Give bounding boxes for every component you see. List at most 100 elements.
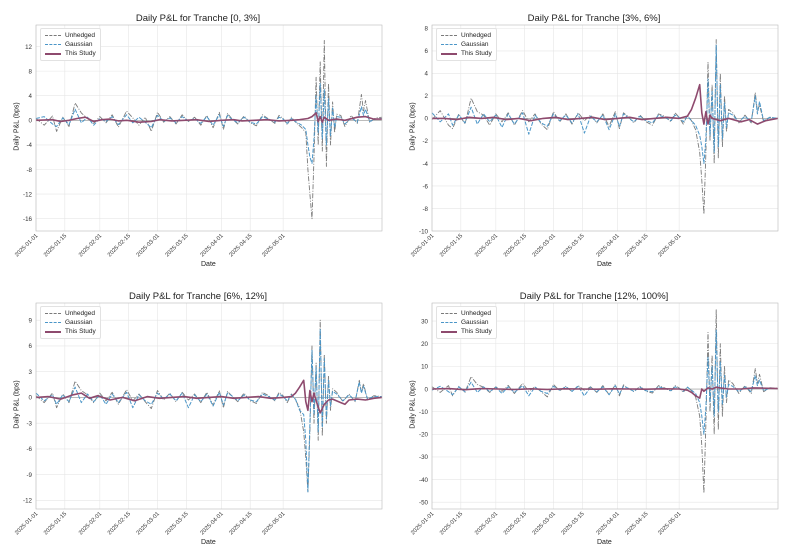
legend-item-unhedged: Unhedged xyxy=(45,31,96,40)
x-axis-label: Date xyxy=(201,539,216,546)
legend-swatch xyxy=(45,44,61,45)
y-tick-label: -50 xyxy=(419,500,429,507)
chart-title: Daily P&L for Tranche [12%, 100%] xyxy=(519,291,669,302)
x-tick-label: 2025-01-01 xyxy=(14,233,39,258)
legend-swatch xyxy=(45,52,61,55)
x-tick-label: 2025-04-15 xyxy=(228,233,253,258)
legend-swatch xyxy=(45,322,61,323)
y-tick-label: 30 xyxy=(421,318,428,325)
chart-panel-4: Daily P&L for Tranche [12%, 100%] -50 -40 -… xyxy=(396,278,792,556)
series-line-this-study xyxy=(432,83,779,125)
y-tick-label: 0 xyxy=(425,386,429,393)
y-tick-label: 6 xyxy=(425,48,429,55)
y-tick-label: 2 xyxy=(425,93,429,100)
legend-swatch xyxy=(45,330,61,333)
y-axis-label: Daily P&L (bps) xyxy=(13,102,21,151)
legend-label: Unhedged xyxy=(65,32,95,39)
legend-label: This Study xyxy=(461,328,492,335)
y-tick-label: -30 xyxy=(419,454,429,461)
x-tick-label: 2025-01-01 xyxy=(410,511,435,536)
x-tick-label: 2025-02-01 xyxy=(474,233,499,258)
y-tick-label: 0 xyxy=(29,395,33,402)
series-line-this-study xyxy=(35,379,383,414)
chart-panel-1: Daily P&L for Tranche [0, 3%] -16 -12 -8 -4 0… xyxy=(0,0,396,278)
y-tick-label: 20 xyxy=(421,341,428,348)
chart-panel-2: Daily P&L for Tranche [3%, 6%] -10 -8 -6 -4-… xyxy=(396,0,792,278)
legend-swatch xyxy=(45,313,61,314)
legend-item-unhedged: Unhedged xyxy=(45,309,96,318)
x-tick-label: 2025-02-15 xyxy=(107,511,132,536)
series-line-gaussian xyxy=(431,44,779,164)
legend-label: Gaussian xyxy=(461,319,489,326)
y-axis-label: Daily P&L (bps) xyxy=(13,380,21,429)
x-tick-label: 2025-01-15 xyxy=(43,511,68,536)
x-tick-label: 2025-05-01 xyxy=(657,233,682,258)
chart-panel-3: Daily P&L for Tranche [6%, 12%] -12 -9 -6 -3… xyxy=(0,278,396,556)
legend-item-study: This Study xyxy=(441,49,492,58)
y-tick-label: 6 xyxy=(29,343,33,350)
x-tick-label: 2025-02-15 xyxy=(503,233,528,258)
x-tick-label: 2025-01-01 xyxy=(14,511,39,536)
x-tick-label: 2025-05-01 xyxy=(261,511,286,536)
x-tick-label: 2025-02-01 xyxy=(78,511,103,536)
chart-title: Daily P&L for Tranche [0, 3%] xyxy=(135,13,261,24)
legend-label: Gaussian xyxy=(65,319,93,326)
legend-item-gaussian: Gaussian xyxy=(45,318,96,327)
legend-item-study: This Study xyxy=(45,49,96,58)
legend-label: This Study xyxy=(65,50,96,57)
y-tick-label: -10 xyxy=(419,409,429,416)
x-tick-label: 2025-01-01 xyxy=(410,233,435,258)
y-tick-label: -9 xyxy=(26,472,32,479)
x-axis-label: Date xyxy=(201,261,216,268)
legend-item-unhedged: Unhedged xyxy=(441,31,492,40)
chart-title: Daily P&L for Tranche [3%, 6%] xyxy=(527,13,661,24)
y-tick-label: -8 xyxy=(26,167,32,174)
legend-item-study: This Study xyxy=(45,327,96,336)
chart-plot-area: -12 -9 -6 -3 0 3 6 9 2025-01-01 2025-01-15 2025-02… xyxy=(14,302,383,536)
legend-label: Unhedged xyxy=(461,32,491,39)
legend-label: Unhedged xyxy=(461,310,491,317)
y-tick-label: 10 xyxy=(421,364,428,371)
y-tick-label: 9 xyxy=(29,317,33,324)
y-tick-label: -10 xyxy=(419,228,429,235)
x-tick-label: 2025-04-01 xyxy=(200,233,225,258)
legend-label: This Study xyxy=(461,50,492,57)
y-tick-label: 8 xyxy=(29,68,33,75)
x-tick-label: 2025-03-01 xyxy=(532,233,557,258)
x-tick-label: 2025-03-15 xyxy=(561,233,586,258)
x-tick-label: 2025-02-01 xyxy=(78,233,103,258)
plot-frame xyxy=(431,302,779,510)
x-tick-label: 2025-04-01 xyxy=(596,511,621,536)
x-tick-label: 2025-01-15 xyxy=(439,511,464,536)
plot-frame xyxy=(35,24,383,232)
legend-item-unhedged: Unhedged xyxy=(441,309,492,318)
y-tick-label: 0 xyxy=(425,116,429,123)
x-tick-label: 2025-03-01 xyxy=(136,233,161,258)
legend-label: Gaussian xyxy=(65,41,93,48)
y-tick-label: -12 xyxy=(23,191,33,198)
x-tick-label: 2025-03-15 xyxy=(165,511,190,536)
series-line-unhedged xyxy=(431,309,779,494)
plot-frame xyxy=(431,24,779,232)
x-tick-label: 2025-03-01 xyxy=(136,511,161,536)
y-tick-label: 8 xyxy=(425,26,429,33)
x-tick-label: 2025-04-15 xyxy=(624,233,649,258)
series-line-this-study xyxy=(431,386,779,399)
x-tick-label: 2025-01-15 xyxy=(439,233,464,258)
legend-item-gaussian: Gaussian xyxy=(45,40,96,49)
legend-swatch xyxy=(441,35,457,36)
x-tick-label: 2025-04-15 xyxy=(624,511,649,536)
y-tick-label: 3 xyxy=(29,369,33,376)
x-tick-label: 2025-02-15 xyxy=(503,511,528,536)
x-tick-label: 2025-02-15 xyxy=(107,233,132,258)
x-axis-label: Date xyxy=(597,261,612,268)
legend-item-study: This Study xyxy=(441,327,492,336)
y-tick-label: -40 xyxy=(419,477,429,484)
y-tick-label: -4 xyxy=(422,161,428,168)
chart-title: Daily P&L for Tranche [6%, 12%] xyxy=(129,291,267,302)
legend-swatch xyxy=(441,52,457,55)
x-tick-label: 2025-03-01 xyxy=(532,511,557,536)
legend-label: Gaussian xyxy=(461,41,489,48)
y-axis-label: Daily P&L (bps) xyxy=(409,380,417,429)
legend-label: Unhedged xyxy=(65,310,95,317)
